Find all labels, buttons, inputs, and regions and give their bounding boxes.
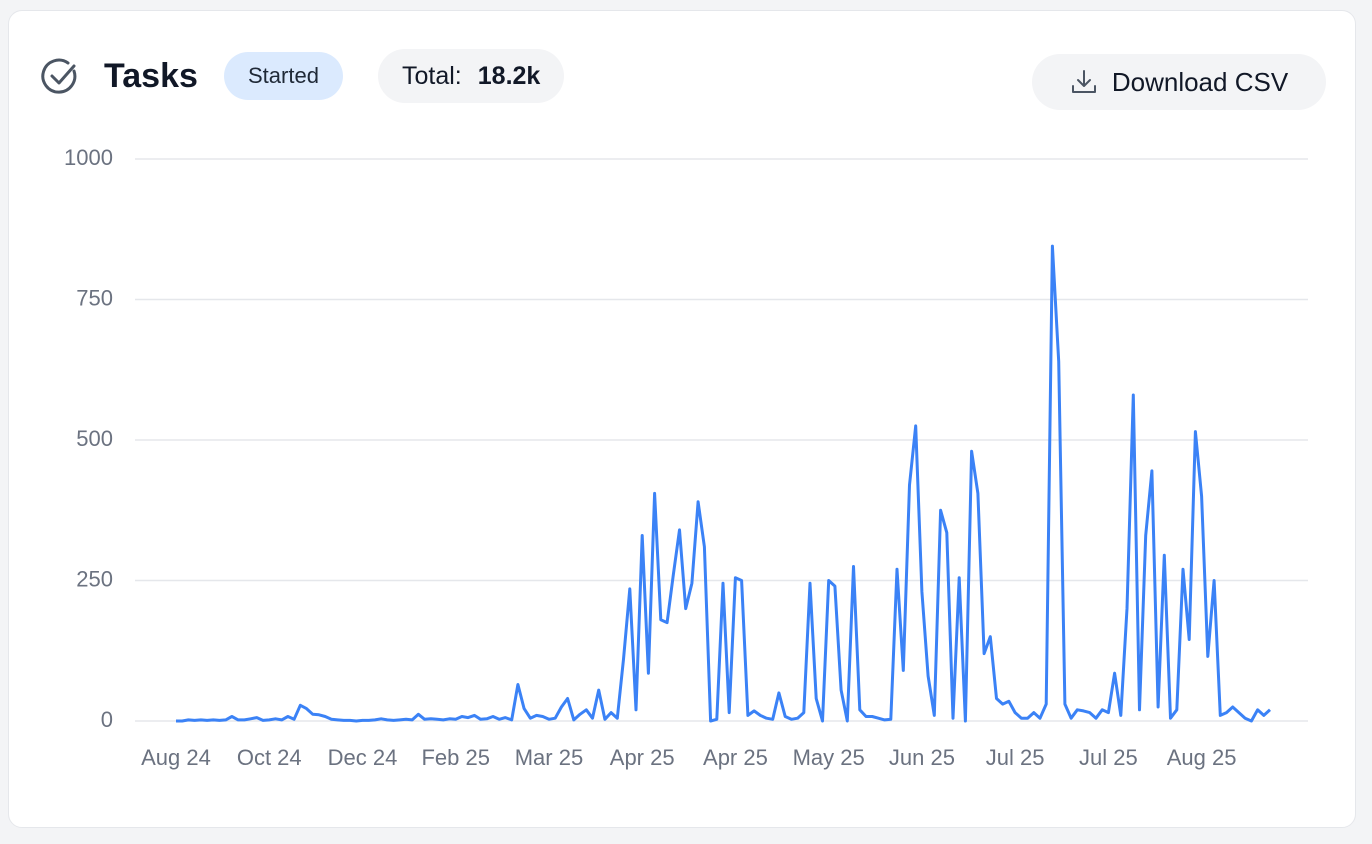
download-icon [1071, 70, 1096, 93]
status-badge[interactable]: Started [224, 52, 343, 100]
x-tick-label: Aug 24 [141, 745, 211, 770]
x-tick-label: May 25 [793, 745, 865, 770]
x-tick-label: Dec 24 [328, 745, 398, 770]
x-tick-label: Apr 25 [610, 745, 675, 770]
title: Tasks [104, 56, 198, 95]
series-line [176, 244, 1272, 723]
x-tick-label: Mar 25 [515, 745, 583, 770]
y-tick-label: 1000 [64, 145, 113, 170]
x-tick-label: Jul 25 [986, 745, 1045, 770]
download-button[interactable]: Download CSV [1032, 54, 1326, 110]
x-tick-label: Jul 25 [1079, 745, 1138, 770]
total-badge: Total: 18.2k [378, 49, 565, 103]
x-tick-label: Oct 24 [237, 745, 302, 770]
y-tick-label: 750 [76, 285, 113, 310]
y-tick-label: 250 [76, 566, 113, 591]
x-tick-label: Apr 25 [703, 745, 768, 770]
x-tick-label: Aug 25 [1167, 745, 1237, 770]
check-icon [41, 58, 77, 94]
download-label: Download CSV [1111, 66, 1289, 97]
x-tick-label: Feb 25 [421, 745, 490, 770]
total-value: 18.2k [477, 61, 541, 90]
x-tick-label: Jun 25 [889, 745, 955, 770]
total-label: Total: [402, 61, 462, 90]
y-tick-label: 500 [76, 426, 113, 451]
y-tick-label: 0 [101, 707, 113, 732]
